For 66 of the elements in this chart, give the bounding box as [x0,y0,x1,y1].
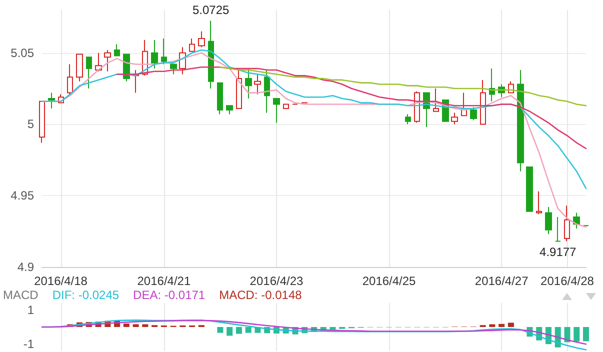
line-series [220,66,587,106]
candlestick [39,100,45,144]
bar [498,324,505,327]
candlestick [151,39,158,70]
candlestick [517,69,524,172]
y-tick-label: -1 [23,337,34,352]
candlestick [555,216,561,242]
x-tick-label: 2016/4/21 [137,274,191,288]
candlestick [451,112,458,125]
bar [132,324,139,327]
annotation: 5.0725 [192,3,230,18]
line-series [41,320,587,345]
candlestick [480,79,486,125]
y-tick-label: 5.05 [10,46,34,60]
line-series [41,49,587,190]
text: MACD [3,288,38,302]
candlestick [226,105,233,115]
annotation: 4.9177 [540,245,577,260]
candlestick [161,38,167,65]
line-series [116,66,587,150]
text: DEA: -0.0171 [133,288,206,302]
candlestick [170,64,177,75]
candlestick [470,106,477,120]
bar [508,322,514,327]
candlestick [405,114,411,125]
candlestick [86,56,92,90]
candlestick [283,104,289,110]
bar [123,324,130,327]
bar [142,324,148,327]
y-tick-label: 4.95 [10,188,34,203]
candlestick [114,44,120,56]
bar [574,327,580,342]
x-tick-label: 2016/4/25 [362,274,416,288]
candlestick [526,166,533,212]
x-tick-label: 2016/4/18 [34,274,88,288]
candlestick [273,98,280,124]
text: MACD: -0.0148 [219,288,302,302]
bar [226,327,233,336]
candlestick [67,64,73,95]
candlestick [245,68,252,100]
y-tick-label: 5 [27,117,34,132]
candlestick [254,74,261,95]
bar [245,327,252,333]
candlestick [564,205,570,242]
candlestick [264,69,270,114]
candlestick [433,88,439,112]
bar [217,327,224,333]
bar [583,327,589,342]
x-tick-label: 2016/4/27 [474,274,529,288]
bar [564,327,570,342]
candlestick [198,30,205,48]
candlestick [217,82,223,115]
x-tick-label: 2016/4/28 [540,274,594,288]
bar [236,327,242,334]
y-tick-label: 4.9 [17,260,34,274]
candlestick [536,190,542,215]
candlestick [189,38,195,52]
candlestick [48,92,55,110]
candlestick [104,49,111,72]
text: DIF: -0.0245 [52,288,120,302]
candlestick [76,54,83,82]
bar [489,324,496,327]
y-tick-label: 1 [27,302,34,317]
candlestick [236,68,242,110]
x-tick-label: 2016/4/23 [250,274,304,288]
candlestick [545,206,552,235]
